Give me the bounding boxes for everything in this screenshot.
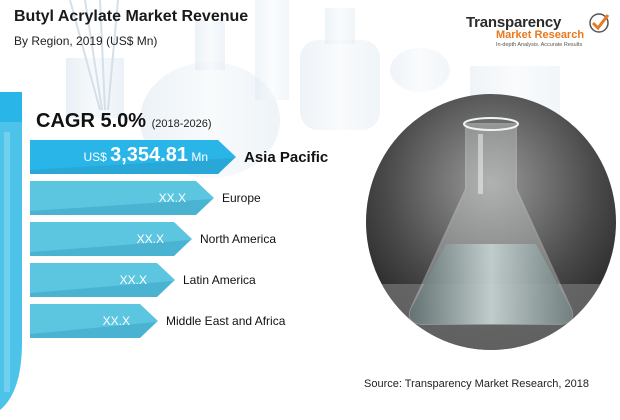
bar-value-label: XX.X [158, 191, 186, 205]
bar-europe [30, 181, 214, 215]
region-label: North America [200, 232, 277, 246]
source-note: Source: Transparency Market Research, 20… [364, 378, 590, 390]
bar-north-america [30, 222, 192, 256]
bar-shadow [30, 199, 212, 215]
region-label: Asia Pacific [244, 149, 329, 166]
chart-subtitle: By Region, 2019 (US$ Mn) [14, 34, 158, 48]
flask-photo-icon [366, 94, 616, 350]
bar-latin-america [30, 263, 175, 297]
bar-value-label: XX.X [102, 314, 130, 328]
flask-edge-graphic [0, 92, 22, 410]
product-photo [366, 94, 616, 350]
bar-shadow [30, 158, 234, 174]
bar-shadow [30, 240, 190, 256]
bar-shadow [30, 322, 156, 338]
chart-title: Butyl Acrylate Market Revenue [14, 8, 249, 25]
bar-value-label: US$ 3,354.81 Mn [83, 144, 208, 167]
cagr-period: (2018-2026) [151, 118, 212, 130]
region-label: Latin America [183, 273, 256, 287]
checkmark-icon [589, 13, 610, 33]
cagr-label: CAGR 5.0% (2018-2026) [36, 110, 212, 133]
value-number: 3,354.81 [110, 144, 188, 166]
bar-shadow [30, 281, 173, 297]
logo-tagline: In-depth Analysis. Accurate Results [496, 42, 583, 48]
unit-suffix: Mn [187, 150, 208, 164]
cagr-value: CAGR 5.0% [36, 110, 147, 132]
region-label: Middle East and Africa [166, 314, 286, 328]
region-label: Europe [222, 191, 261, 205]
logo-text-primary: Transparency [466, 14, 562, 31]
bar-asia-pacific [30, 140, 236, 174]
currency-prefix: US$ [83, 150, 111, 164]
bar-value-label: XX.X [136, 232, 164, 246]
bar-middle-east-and-africa [30, 304, 158, 338]
bar-value-label: XX.X [119, 273, 147, 287]
logo-text-secondary: Market Research [496, 29, 585, 41]
company-logo: Transparency Market Research In-depth An… [466, 13, 616, 48]
